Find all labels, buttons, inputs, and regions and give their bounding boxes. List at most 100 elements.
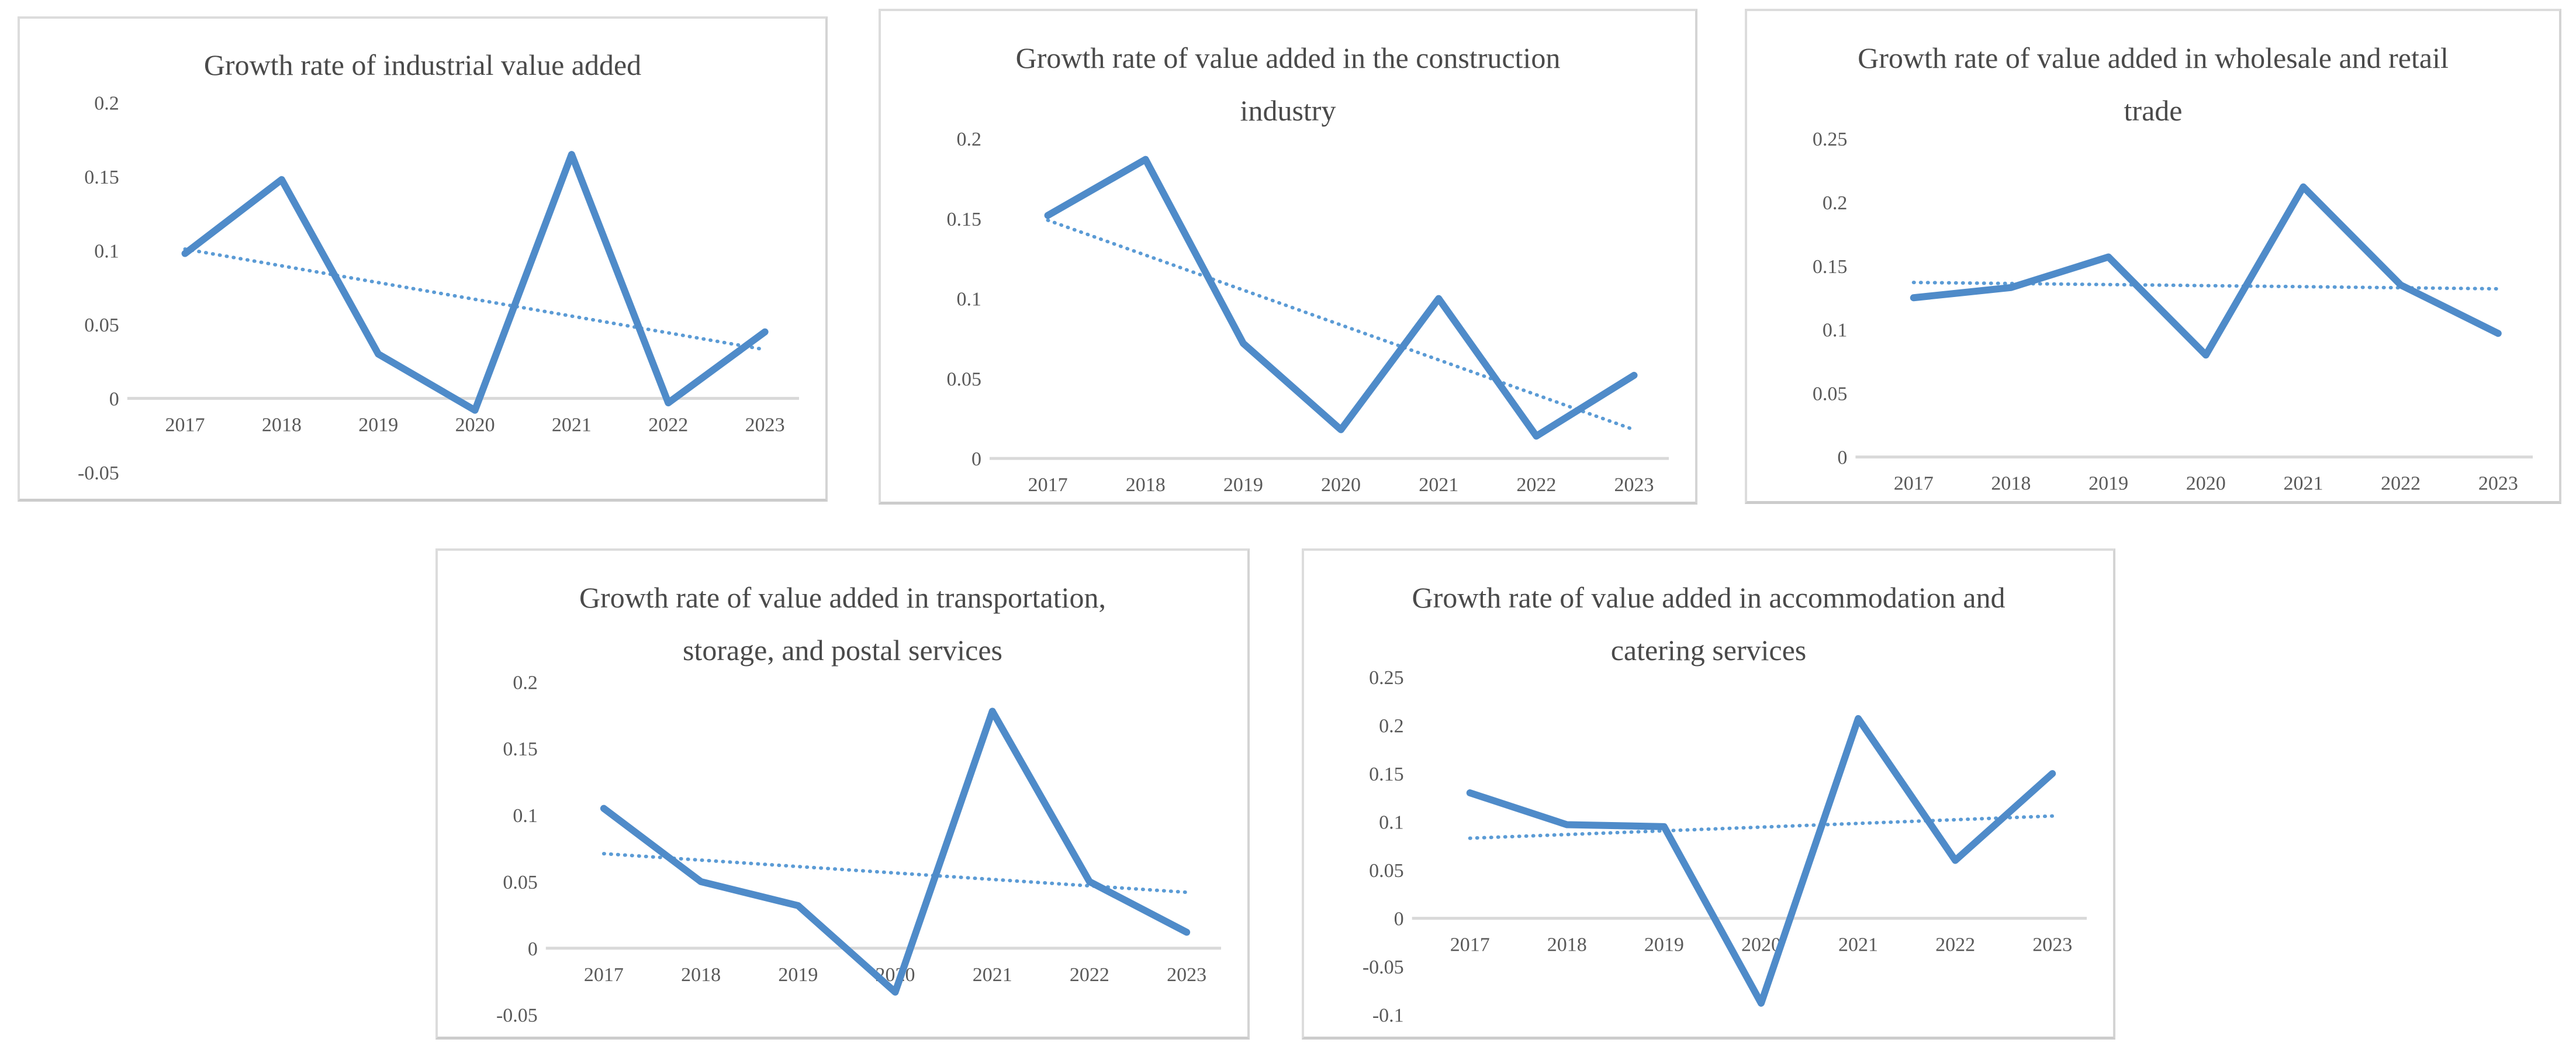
x-category-label: 2018 <box>1991 473 2031 495</box>
chart-title: Growth rate of value added in the constr… <box>914 32 1663 137</box>
chart-plot-industrial: 0.2 0.15 0.1 0.05 0 -0.05 2017 2018 2019 2020 2021… <box>78 93 799 484</box>
y-tick-label: 0.2 <box>956 129 981 150</box>
y-tick-label: 0.1 <box>1823 320 1848 341</box>
series-line <box>1466 715 2056 1007</box>
x-category-label: 2022 <box>1070 964 1109 986</box>
chart-title-line: trade <box>2124 94 2183 127</box>
chart-title-line: Growth rate of value added in wholesale … <box>1858 42 2449 75</box>
x-category-label: 2019 <box>358 414 398 436</box>
x-category-label: 2019 <box>2089 473 2128 495</box>
y-tick-label: -0.1 <box>1372 1005 1404 1027</box>
chart-title-line: industry <box>1240 94 1336 127</box>
trendline <box>601 852 1189 895</box>
x-category-label: 2020 <box>455 414 495 436</box>
y-tick-label: 0.05 <box>84 315 119 336</box>
y-tick-label: 0.2 <box>1379 716 1404 737</box>
y-tick-label: 0.25 <box>1369 667 1404 689</box>
y-tick-label: -0.05 <box>78 462 119 484</box>
x-category-label: 2021 <box>1838 934 1878 956</box>
x-category-label: 2022 <box>2381 473 2421 495</box>
chart-plot-accommodation-catering: 0.25 0.2 0.15 0.1 0.05 0 -0.05 -0.1 2017 2018 2019… <box>1363 667 2087 1027</box>
y-tick-label: 0 <box>1394 909 1404 930</box>
x-category-label: 2018 <box>262 414 302 436</box>
y-tick-label: 0.25 <box>1813 129 1848 150</box>
x-category-label: 2023 <box>1614 474 1654 496</box>
y-tick-label: 0.15 <box>84 167 119 188</box>
chart-title: Growth rate of value added in accommodat… <box>1336 571 2080 676</box>
y-tick-label: -0.05 <box>1363 957 1404 978</box>
chart-title: Growth rate of value added in wholesale … <box>1780 32 2527 137</box>
x-category-label: 2023 <box>2032 934 2072 956</box>
y-tick-label: 0.1 <box>1379 812 1404 834</box>
chart-title: Growth rate of value added in transporta… <box>470 571 1215 676</box>
x-category-label: 2019 <box>1223 474 1263 496</box>
x-category-label: 2019 <box>1644 934 1684 956</box>
x-category-label: 2020 <box>1321 474 1361 496</box>
x-category-label: 2021 <box>552 414 592 436</box>
x-category-label: 2021 <box>2283 473 2323 495</box>
series-line <box>1910 183 2502 359</box>
chart-title-line: Growth rate of industrial value added <box>203 49 642 82</box>
x-category-label: 2017 <box>1450 934 1490 956</box>
y-tick-label: 0.15 <box>1813 256 1848 278</box>
y-tick-label: -0.05 <box>496 1005 538 1027</box>
y-tick-label: 0.1 <box>956 289 981 310</box>
y-tick-label: 0.2 <box>94 93 119 115</box>
series-line <box>181 151 769 414</box>
x-category-label: 2023 <box>1167 964 1206 986</box>
trendline <box>1468 814 2055 840</box>
y-tick-label: 0.15 <box>946 209 981 230</box>
y-tick-label: 0 <box>528 938 538 960</box>
x-category-label: 2020 <box>2186 473 2226 495</box>
trendline <box>183 247 767 351</box>
series-line <box>600 707 1191 996</box>
chart-title-line: Growth rate of value added in the constr… <box>1015 42 1561 75</box>
y-tick-label: 0 <box>109 388 119 410</box>
y-tick-label: 0.05 <box>1813 384 1848 405</box>
y-tick-label: 0.05 <box>1369 860 1404 882</box>
trendline <box>1911 281 2500 291</box>
x-category-label: 2018 <box>1547 934 1587 956</box>
x-category-label: 2018 <box>681 964 721 986</box>
x-category-label: 2021 <box>1419 474 1458 496</box>
x-category-label: 2023 <box>2478 473 2518 495</box>
y-tick-label: 0.1 <box>513 805 538 827</box>
x-category-label: 2022 <box>1516 474 1556 496</box>
x-category-label: 2021 <box>973 964 1012 986</box>
trendline <box>1046 218 1636 431</box>
y-tick-label: 0.2 <box>513 672 538 693</box>
y-tick-label: 0.05 <box>946 368 981 390</box>
x-category-label: 2018 <box>1126 474 1166 496</box>
x-category-label: 2023 <box>745 414 785 436</box>
chart-plot-wholesale-retail: 0.25 0.2 0.15 0.1 0.05 0 2017 2018 2019 2020 2021 2… <box>1813 129 2533 495</box>
y-tick-label: 0 <box>1837 447 1847 469</box>
chart-panel-wholesale-retail: Growth rate of value added in wholesale … <box>1745 9 2561 504</box>
y-tick-label: 0.15 <box>1369 764 1404 785</box>
x-category-label: 2020 <box>1741 934 1781 956</box>
y-tick-label: 0 <box>971 448 981 470</box>
y-tick-label: 0.1 <box>94 241 119 263</box>
x-category-label: 2017 <box>165 414 205 436</box>
chart-plot-construction: 0.2 0.15 0.1 0.05 0 2017 2018 2019 2020 2021 2022 2… <box>946 129 1669 496</box>
x-category-label: 2017 <box>584 964 624 986</box>
chart-title-line: catering services <box>1610 633 1807 667</box>
y-tick-label: 0.05 <box>503 872 538 893</box>
chart-title: Growth rate of industrial value added <box>52 39 793 91</box>
chart-panel-construction: Growth rate of value added in the constr… <box>879 9 1697 505</box>
x-category-label: 2022 <box>648 414 688 436</box>
x-category-label: 2019 <box>778 964 818 986</box>
chart-panel-industrial: Growth rate of industrial value added 0.… <box>18 16 828 502</box>
series-line <box>1044 156 1638 440</box>
chart-panel-transport-storage-postal: Growth rate of value added in transporta… <box>435 548 1250 1040</box>
chart-title-line: Growth rate of value added in accommodat… <box>1412 581 2006 614</box>
x-category-label: 2017 <box>1894 473 1934 495</box>
y-tick-label: 0.15 <box>503 738 538 760</box>
y-tick-label: 0.2 <box>1823 192 1848 214</box>
x-category-label: 2017 <box>1028 474 1068 496</box>
chart-title-line: Growth rate of value added in transporta… <box>579 581 1107 614</box>
x-category-label: 2022 <box>1935 934 1975 956</box>
chart-panel-accommodation-catering: Growth rate of value added in accommodat… <box>1302 548 2115 1040</box>
chart-title-line: storage, and postal services <box>682 633 1003 667</box>
